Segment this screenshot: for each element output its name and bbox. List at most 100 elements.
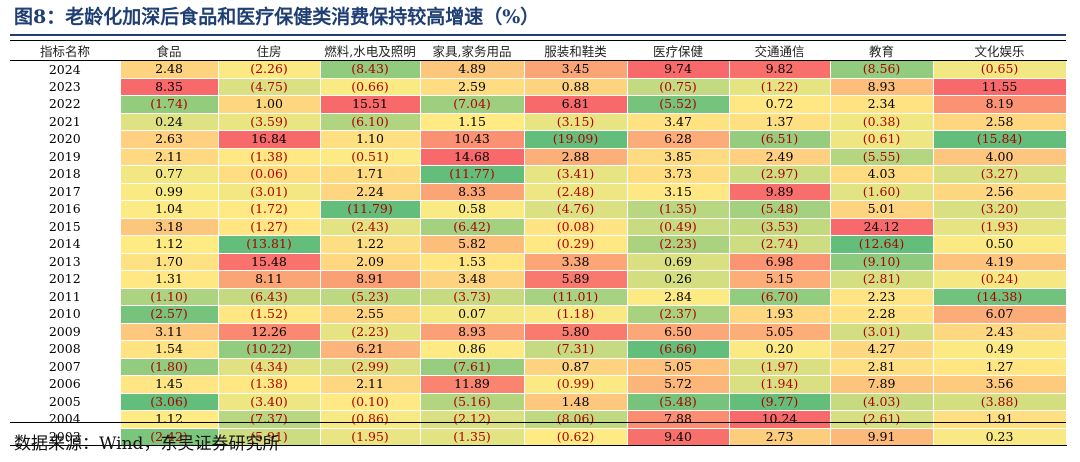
heatmap-cell: 1.45 — [119, 375, 219, 394]
table-row: 2005 (3.06) (3.40) (0.10) (5.16) 1.48 (5.48) (9… — [10, 392, 1067, 411]
heatmap-cell: (4.76) — [523, 200, 628, 219]
heatmap-cell: 0.23 — [932, 427, 1067, 446]
heatmap-cell: 8.91 — [319, 270, 421, 289]
heatmap-cell: (0.65) — [932, 60, 1067, 79]
heatmap-cell: 2.24 — [319, 182, 421, 201]
heatmap-cell: (0.86) — [319, 410, 421, 429]
year-cell: 2020 — [10, 130, 120, 148]
year-cell: 2007 — [10, 358, 120, 376]
heatmap-cell: 2.63 — [119, 130, 219, 149]
column-header: 住房 — [218, 40, 320, 61]
heatmap-cell: 0.50 — [932, 235, 1067, 254]
heatmap-cell: (1.94) — [728, 375, 831, 394]
year-cell: 2004 — [10, 410, 120, 428]
column-header: 交通通信 — [729, 40, 830, 61]
heatmap-cell: (1.60) — [829, 182, 934, 201]
heatmap-cell: (3.01) — [829, 322, 934, 341]
row-header-label: 指标名称 — [10, 40, 120, 61]
heatmap-cell: (0.66) — [319, 77, 421, 96]
heatmap-cell: 9.89 — [728, 182, 831, 201]
table-row: 2019 2.11 (1.38) (0.51) 14.68 2.88 3.85 2.49 (5.… — [10, 147, 1067, 166]
heatmap-cell: 0.99 — [119, 182, 219, 201]
heatmap-cell: (1.97) — [728, 357, 831, 376]
year-cell: 2009 — [10, 323, 120, 341]
year-cell: 2003 — [10, 428, 120, 446]
table-row: 2018 0.77 (0.06) 1.71 (11.77) (3.41) 3.73 (2.97… — [10, 165, 1067, 184]
heatmap-cell: 1.54 — [119, 340, 219, 359]
heatmap-cell: 2.56 — [932, 182, 1067, 201]
year-cell: 2015 — [10, 218, 120, 236]
heatmap-cell: 6.98 — [728, 252, 831, 271]
heatmap-cell: (0.24) — [932, 270, 1067, 289]
table-row: 2012 1.31 8.11 8.91 3.48 5.89 0.26 5.15 (2.81) (0… — [10, 270, 1067, 289]
heatmap-cell: 8.93 — [829, 77, 934, 96]
table-row: 2006 1.45 (1.38) 2.11 11.89 (0.99) 5.72 (1.94) 7… — [10, 375, 1067, 394]
heatmap-cell: (0.29) — [523, 235, 628, 254]
year-cell: 2005 — [10, 393, 120, 411]
heatmap-cell: 0.58 — [419, 200, 525, 219]
heatmap-cell: (2.99) — [319, 357, 421, 376]
heatmap-cell: (1.95) — [319, 427, 421, 446]
heatmap-cell: (0.99) — [523, 375, 628, 394]
heatmap-cell: (2.61) — [829, 410, 934, 429]
heatmap-cell: 0.20 — [728, 340, 831, 359]
heatmap-cell: (0.10) — [319, 392, 421, 411]
heatmap-cell: (6.10) — [319, 112, 421, 131]
heatmap-cell: 0.26 — [626, 270, 730, 289]
table-row: 2021 0.24 (3.59) (6.10) 1.15 (3.15) 3.47 1.37 (0… — [10, 112, 1067, 131]
heatmap-cell: (6.70) — [728, 287, 831, 306]
table-row: 2015 3.18 (1.27) (2.43) (6.42) (0.08) (0.49) (3… — [10, 217, 1067, 236]
heatmap-cell: 3.73 — [626, 165, 730, 184]
heatmap-cell: 6.50 — [626, 322, 730, 341]
heatmap-cell: 7.88 — [626, 410, 730, 429]
heatmap-cell: (3.27) — [932, 165, 1067, 184]
heatmap-cell: 11.55 — [932, 77, 1067, 96]
heatmap-cell: 1.37 — [728, 112, 831, 131]
heatmap-cell: 5.01 — [829, 200, 934, 219]
heatmap-cell: 3.48 — [419, 270, 525, 289]
heatmap-cell: (8.43) — [319, 60, 421, 79]
year-cell: 2012 — [10, 270, 120, 288]
heatmap-cell: 3.38 — [523, 252, 628, 271]
heatmap-cell: (3.59) — [217, 112, 321, 131]
year-cell: 2022 — [10, 95, 120, 113]
table-row: 2022 (1.74) 1.00 15.51 (7.04) 6.81 (5.52) 0.72 2… — [10, 95, 1067, 114]
heatmap-cell: 11.89 — [419, 375, 525, 394]
heatmap-cell: 6.07 — [932, 305, 1067, 324]
table-row: 2014 1.12 (13.81) 1.22 5.82 (0.29) (2.23) (2.74… — [10, 235, 1067, 254]
heatmap-cell: (2.43) — [319, 217, 421, 236]
heatmap-cell: (2.42) — [119, 427, 219, 446]
heatmap-cell: 0.87 — [523, 357, 628, 376]
heatmap-cell: 5.05 — [728, 322, 831, 341]
heatmap-cell: 3.47 — [626, 112, 730, 131]
heatmap-cell: 3.11 — [119, 322, 219, 341]
heatmap-cell: 2.28 — [829, 305, 934, 324]
heatmap-cell: (3.41) — [523, 165, 628, 184]
heatmap-cell: (2.12) — [419, 410, 525, 429]
heatmap-cell: (8.06) — [523, 410, 628, 429]
heatmap-cell: 0.77 — [119, 165, 219, 184]
heatmap-cell: 0.24 — [119, 112, 219, 131]
heatmap-cell: (5.52) — [626, 95, 730, 114]
table-row: 2016 1.04 (1.72) (11.79) 0.58 (4.76) (1.35) (5.… — [10, 200, 1067, 219]
heatmap-cell: 2.88 — [523, 147, 628, 166]
column-header: 燃料,水电及照明 — [320, 40, 420, 61]
heatmap-cell: 1.31 — [119, 270, 219, 289]
heatmap-cell: (9.10) — [829, 252, 934, 271]
heatmap-cell: 4.03 — [829, 165, 934, 184]
heatmap-cell: 2.23 — [829, 287, 934, 306]
table-row: 2003 (2.42) (5.91) (1.95) (1.35) (0.62) 9.40 2.… — [10, 427, 1067, 446]
heatmap-cell: (3.53) — [728, 217, 831, 236]
heatmap-cell: (1.38) — [217, 375, 321, 394]
heatmap-cell: (2.57) — [119, 305, 219, 324]
heatmap-cell: 0.72 — [728, 95, 831, 114]
heatmap-cell: 4.19 — [932, 252, 1067, 271]
year-cell: 2024 — [10, 60, 120, 78]
heatmap-cell: 2.11 — [319, 375, 421, 394]
table-row: 2024 2.48 (2.26) (8.43) 4.89 3.45 9.74 9.82 (8.5… — [10, 60, 1067, 79]
source-note: 数据来源：Wind，东吴证券研究所 — [14, 434, 280, 454]
title-rule — [10, 34, 1066, 36]
table-row: 2011 (1.10) (6.43) (5.23) (3.73) (11.01) 2.84(… — [10, 287, 1067, 306]
heatmap-cell: (11.77) — [419, 165, 525, 184]
heatmap-cell: 16.84 — [217, 130, 321, 149]
